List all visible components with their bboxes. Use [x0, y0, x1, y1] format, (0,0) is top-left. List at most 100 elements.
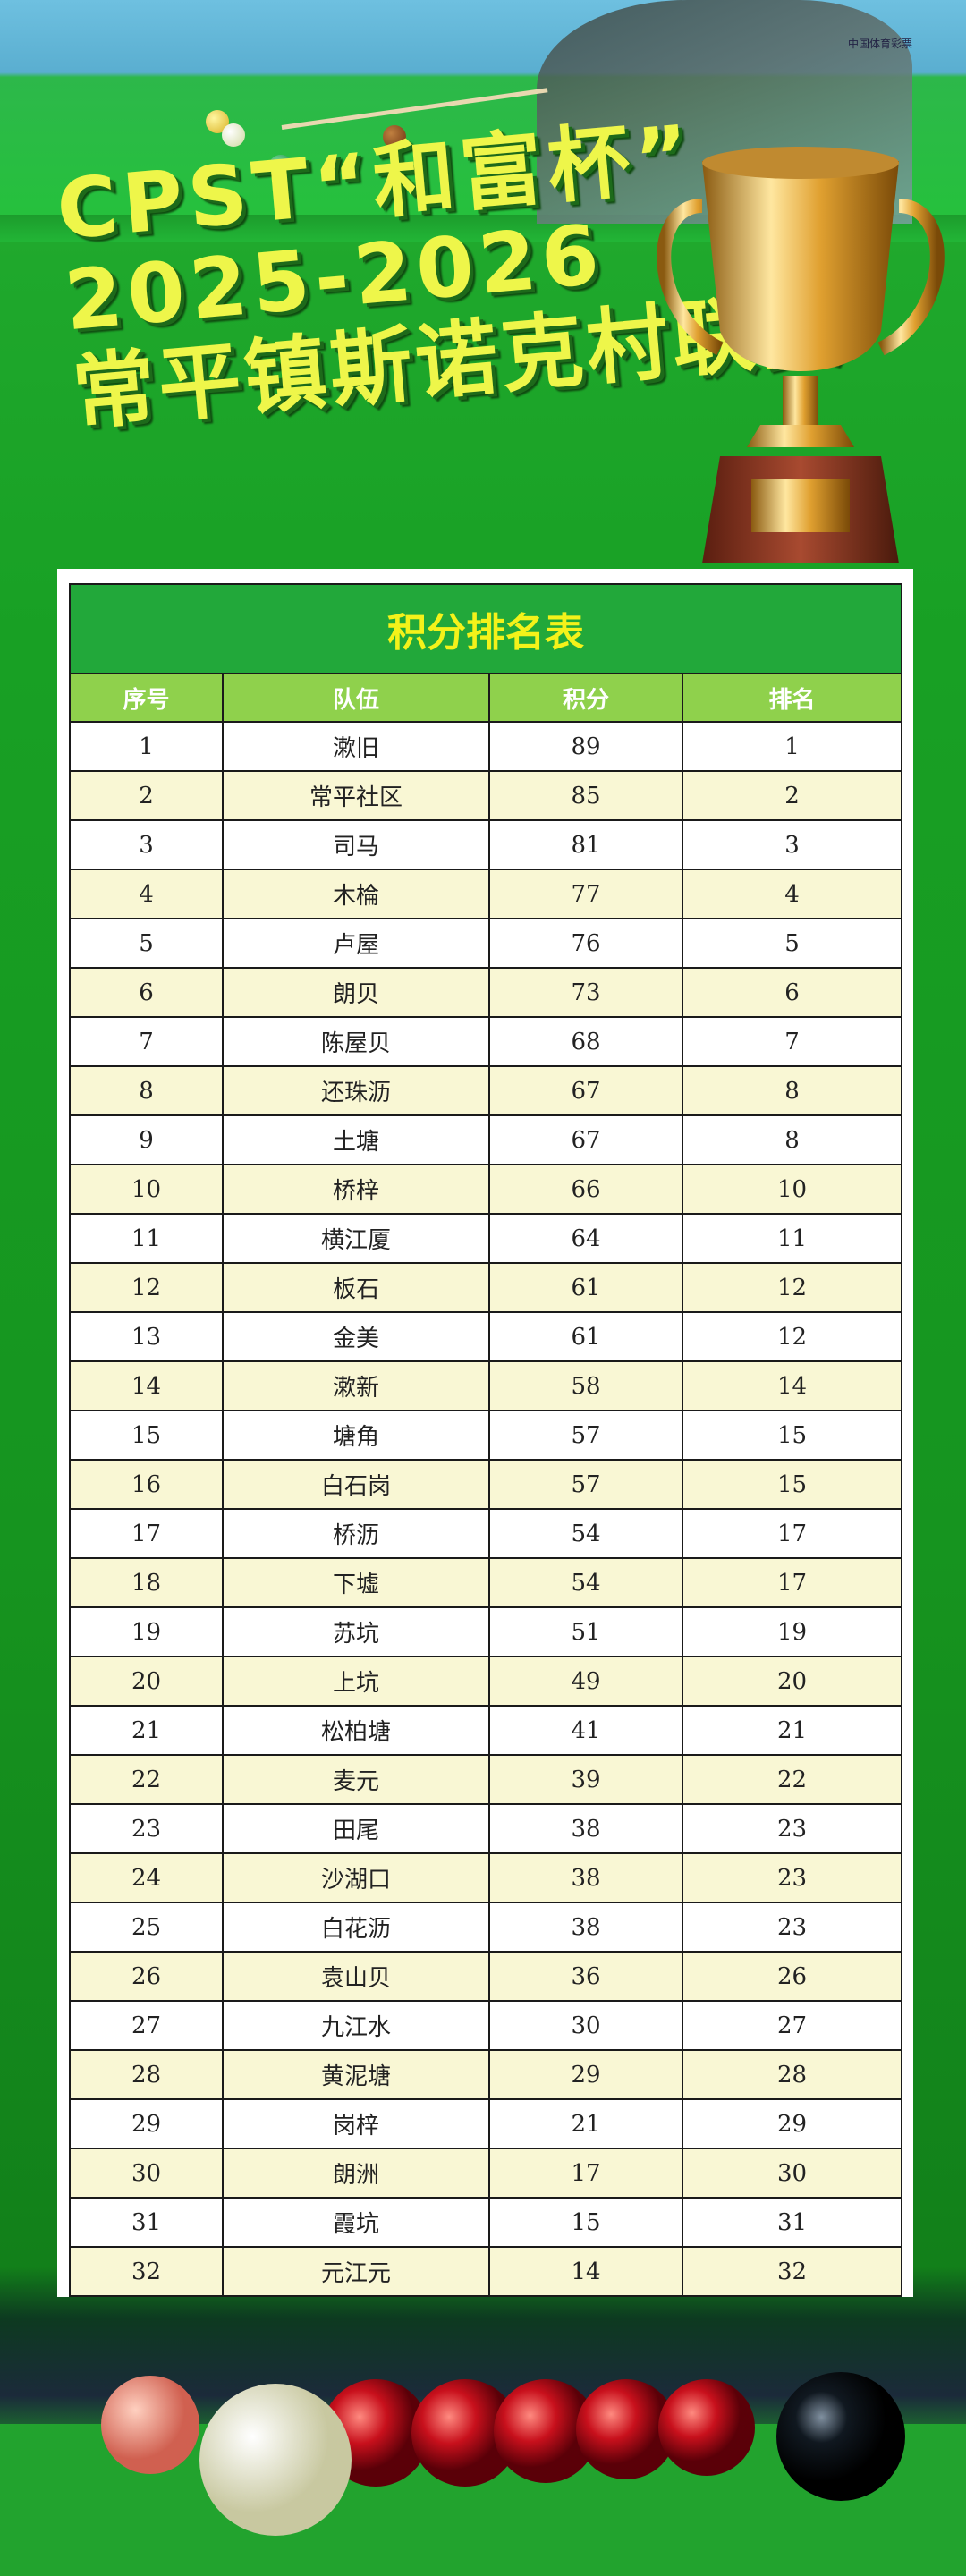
- team-name: 袁山贝: [222, 1951, 490, 2002]
- team-name: 板石: [222, 1262, 490, 1313]
- team-name: 金美: [222, 1311, 490, 1362]
- row-index: 4: [69, 869, 224, 919]
- row-index: 13: [69, 1311, 224, 1362]
- cream-ball: [222, 123, 245, 147]
- rank: 15: [682, 1410, 902, 1461]
- row-index: 9: [69, 1114, 224, 1165]
- table-row: 24 沙湖口 38 23: [69, 1852, 902, 1903]
- team-name: 沙湖口: [222, 1852, 490, 1903]
- team-name: 桥沥: [222, 1508, 490, 1559]
- table-row: 21 松柏塘 41 21: [69, 1705, 902, 1756]
- rank: 2: [682, 770, 902, 821]
- table-row: 7 陈屋贝 68 7: [69, 1016, 902, 1067]
- row-index: 1: [69, 721, 224, 772]
- team-name: 漱新: [222, 1360, 490, 1411]
- team-name: 朗贝: [222, 967, 490, 1018]
- table-row: 11 横江厦 64 11: [69, 1213, 902, 1264]
- row-index: 20: [69, 1656, 224, 1707]
- rank: 17: [682, 1557, 902, 1608]
- rank: 12: [682, 1311, 902, 1362]
- team-name: 卢屋: [222, 918, 490, 969]
- points: 14: [488, 2246, 683, 2297]
- table-row: 18 下墟 54 17: [69, 1557, 902, 1608]
- rank: 23: [682, 1852, 902, 1903]
- header-index: 序号: [69, 673, 224, 723]
- rank: 31: [682, 2197, 902, 2248]
- table-row: 9 土塘 67 8: [69, 1114, 902, 1165]
- points: 89: [488, 721, 683, 772]
- rank: 10: [682, 1164, 902, 1215]
- rank: 6: [682, 967, 902, 1018]
- team-name: 木棆: [222, 869, 490, 919]
- points: 30: [488, 2000, 683, 2051]
- black-ball: [776, 2372, 905, 2501]
- team-name: 上坑: [222, 1656, 490, 1707]
- rank: 26: [682, 1951, 902, 2002]
- table-row: 23 田尾 38 23: [69, 1803, 902, 1854]
- row-index: 32: [69, 2246, 224, 2297]
- red-ball: [576, 2379, 676, 2479]
- points: 61: [488, 1311, 683, 1362]
- table-row: 31 霞坑 15 31: [69, 2197, 902, 2248]
- points: 73: [488, 967, 683, 1018]
- points: 38: [488, 1902, 683, 1953]
- points: 61: [488, 1262, 683, 1313]
- team-name: 土塘: [222, 1114, 490, 1165]
- team-name: 下墟: [222, 1557, 490, 1608]
- table-row: 13 金美 61 12: [69, 1311, 902, 1362]
- team-name: 朗洲: [222, 2148, 490, 2199]
- team-name: 陈屋贝: [222, 1016, 490, 1067]
- row-index: 24: [69, 1852, 224, 1903]
- pink-ball: [101, 2376, 199, 2474]
- rank: 23: [682, 1902, 902, 1953]
- table-row: 10 桥梓 66 10: [69, 1164, 902, 1215]
- red-ball: [658, 2379, 755, 2476]
- row-index: 19: [69, 1606, 224, 1657]
- team-name: 九江水: [222, 2000, 490, 2051]
- row-index: 21: [69, 1705, 224, 1756]
- points: 67: [488, 1114, 683, 1165]
- standings-table: 积分排名表 序号 队伍 积分 排名 1 漱旧 89 1 2 常平社区 85 2 3 司马 81 3 4 木…: [69, 583, 902, 2297]
- team-name: 田尾: [222, 1803, 490, 1854]
- table-row: 14 漱新 58 14: [69, 1360, 902, 1411]
- rank: 5: [682, 918, 902, 969]
- trophy-icon: [657, 147, 945, 564]
- table-row: 25 白花沥 38 23: [69, 1902, 902, 1953]
- team-name: 白石岗: [222, 1459, 490, 1510]
- points: 41: [488, 1705, 683, 1756]
- rank: 3: [682, 819, 902, 870]
- green-ball: [268, 155, 293, 180]
- points: 49: [488, 1656, 683, 1707]
- points: 85: [488, 770, 683, 821]
- row-index: 14: [69, 1360, 224, 1411]
- table-row: 17 桥沥 54 17: [69, 1508, 902, 1559]
- team-name: 桥梓: [222, 1164, 490, 1215]
- team-name: 岗梓: [222, 2098, 490, 2149]
- points: 57: [488, 1459, 683, 1510]
- row-index: 31: [69, 2197, 224, 2248]
- table-row: 12 板石 61 12: [69, 1262, 902, 1313]
- rank: 29: [682, 2098, 902, 2149]
- table-row: 27 九江水 30 27: [69, 2000, 902, 2051]
- row-index: 22: [69, 1754, 224, 1805]
- team-name: 塘角: [222, 1410, 490, 1461]
- table-row: 32 元江元 14 32: [69, 2246, 902, 2297]
- snooker-balls-decoration: [0, 2372, 966, 2576]
- rank: 4: [682, 869, 902, 919]
- points: 76: [488, 918, 683, 969]
- row-index: 7: [69, 1016, 224, 1067]
- row-index: 30: [69, 2148, 224, 2199]
- table-header-row: 序号 队伍 积分 排名: [69, 673, 902, 723]
- table-row: 16 白石岗 57 15: [69, 1459, 902, 1510]
- team-name: 苏坑: [222, 1606, 490, 1657]
- team-name: 松柏塘: [222, 1705, 490, 1756]
- points: 21: [488, 2098, 683, 2149]
- points: 51: [488, 1606, 683, 1657]
- points: 68: [488, 1016, 683, 1067]
- team-name: 司马: [222, 819, 490, 870]
- rank: 8: [682, 1114, 902, 1165]
- rank: 30: [682, 2148, 902, 2199]
- table-row: 4 木棆 77 4: [69, 869, 902, 919]
- table-row: 28 黄泥塘 29 28: [69, 2049, 902, 2100]
- table-row: 8 还珠沥 67 8: [69, 1065, 902, 1116]
